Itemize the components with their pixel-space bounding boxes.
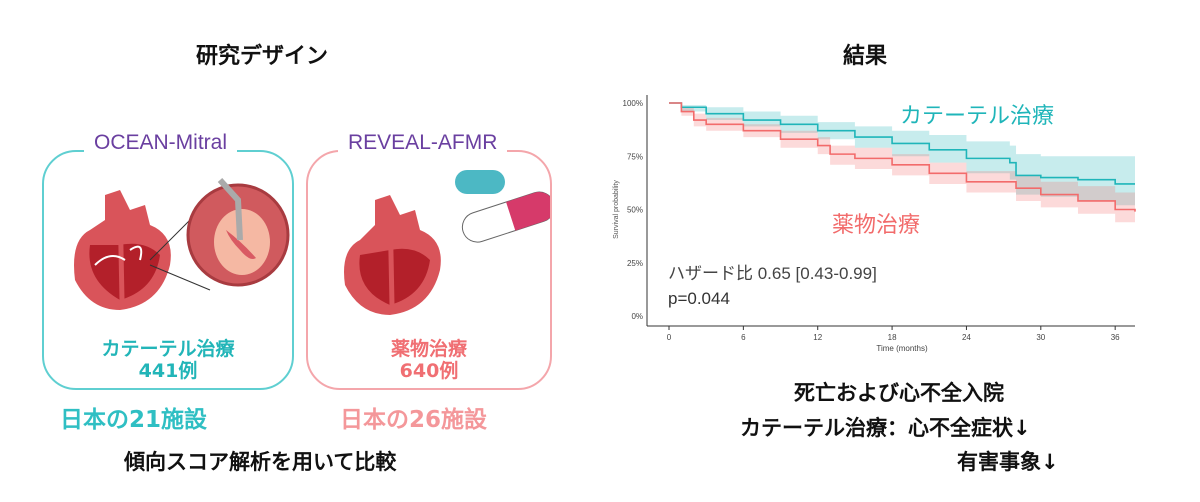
catheter-sites: 日本の21施設 (60, 407, 208, 433)
p-value-annotation: p=0.044 (668, 289, 730, 308)
x-axis-label: Time (months) (876, 344, 928, 353)
catheter-group: カテーテル治療 441例 (42, 338, 294, 382)
y-tick-label: 50% (627, 206, 643, 215)
medication-group: 薬物治療 640例 (306, 338, 552, 382)
x-tick-label: 30 (1036, 333, 1045, 342)
kaplan-meier-chart: 0% 25% 50% 75% 100% 0 6 12 18 24 30 36 Time (months)… (613, 95, 1136, 353)
y-tick-label: 75% (627, 152, 643, 161)
study-design-title: 研究デザイン (196, 44, 329, 69)
y-tick-label: 100% (623, 99, 643, 108)
confidence-band-0 (669, 103, 1135, 206)
group-count: 640例 (399, 360, 459, 382)
group-name: 薬物治療 (390, 338, 467, 360)
survival-curve-0 (669, 102, 1135, 185)
endpoint-label: 死亡および心不全入院 (794, 381, 1004, 405)
x-tick-label: 12 (813, 333, 822, 342)
series-label-medication: 薬物治療 (832, 212, 920, 237)
group-count: 441例 (138, 360, 198, 382)
y-tick-label: 0% (631, 312, 643, 321)
group-name: カテーテル治療 (101, 338, 235, 360)
heart-catheter-illustration (74, 177, 290, 310)
registry-label: REVEAL-AFMR (338, 131, 508, 155)
y-axis-label: Survival probability (613, 180, 620, 239)
x-tick-label: 18 (888, 333, 897, 342)
method-footer: 傾向スコア解析を用いて比較 (124, 450, 397, 474)
x-tick-label: 36 (1111, 333, 1120, 342)
series-label-catheter: カテーテル治療 (900, 103, 1054, 128)
finding-adverse-events: 有害事象↓ (957, 450, 1059, 474)
results-title: 結果 (843, 44, 888, 69)
x-tick-label: 24 (962, 333, 971, 342)
y-tick-label: 25% (627, 259, 643, 268)
medication-sites: 日本の26施設 (340, 407, 488, 433)
hazard-ratio-annotation: ハザード比 0.65 [0.43-0.99] (668, 264, 877, 283)
survival-curve-1 (669, 102, 1136, 212)
heart-pill-illustration (344, 170, 550, 315)
x-tick-label: 6 (741, 333, 746, 342)
registry-label: OCEAN-Mitral (84, 131, 238, 155)
finding-symptoms: カテーテル治療：心不全症状↓ (740, 416, 1031, 440)
x-tick-label: 0 (667, 333, 672, 342)
